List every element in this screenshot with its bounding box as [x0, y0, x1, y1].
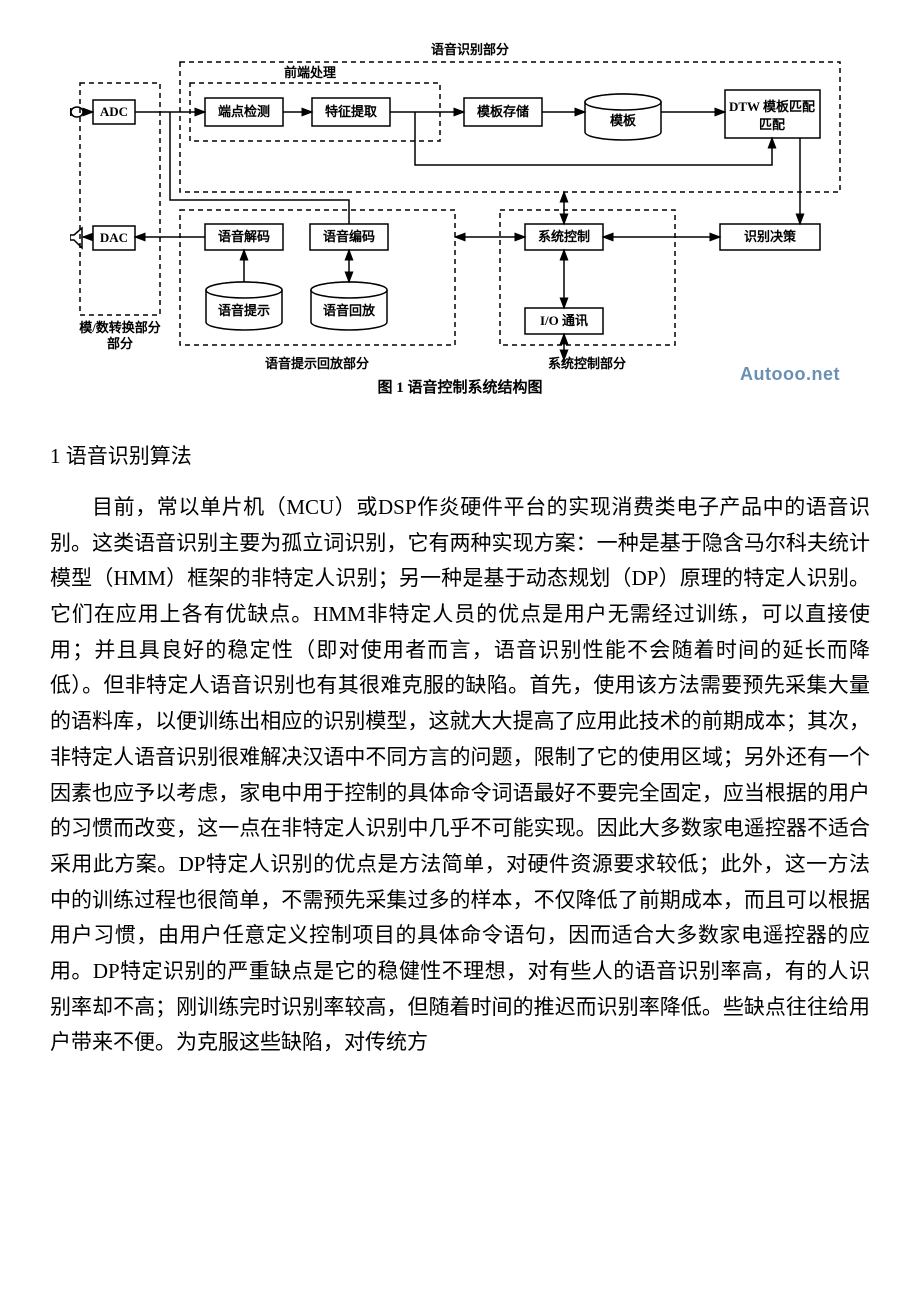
io-label: I/O 通讯	[540, 313, 588, 328]
endpoint-label: 端点检测	[218, 104, 270, 119]
body-paragraph: 目前，常以单片机（MCU）或DSP作炎硬件平台的实现消费类电子产品中的语音识别。…	[50, 490, 870, 1061]
feature-label: 特征提取	[325, 104, 378, 119]
preprocess-label: 前端处理	[284, 65, 336, 80]
sysctrl-label: 系统控制	[538, 229, 590, 244]
diagram-caption: 图 1 语音控制系统结构图	[377, 378, 542, 396]
adc-label: ADC	[100, 104, 128, 119]
top-title: 语音识别部分	[431, 42, 509, 57]
ad-section-label2: 部分	[107, 336, 133, 351]
system-diagram: 语音识别部分 前端处理 ADC DAC 端点检测 特征提取 模板存储 模板	[70, 40, 850, 410]
dac-label: DAC	[100, 230, 128, 245]
template-store-label: 模板存储	[477, 104, 529, 119]
recognize-label: 识别决策	[744, 229, 797, 244]
dtw-label2: 匹配	[759, 117, 785, 132]
dtw-label: DTW 模板匹配	[729, 99, 815, 114]
ctrl-section-label: 系统控制部分	[548, 356, 626, 371]
watermark: Autooo.net	[740, 364, 840, 385]
ad-section-label: 模/数转换部分	[79, 320, 161, 335]
encode-label: 语音编码	[323, 229, 375, 244]
prompt-section-label: 语音提示回放部分	[265, 356, 369, 371]
template-label: 模板	[610, 113, 637, 128]
prompt-label: 语音提示	[218, 303, 270, 318]
section-heading: 1 语音识别算法	[50, 440, 870, 470]
decode-label: 语音解码	[218, 229, 270, 244]
playback-label: 语音回放	[323, 303, 376, 318]
